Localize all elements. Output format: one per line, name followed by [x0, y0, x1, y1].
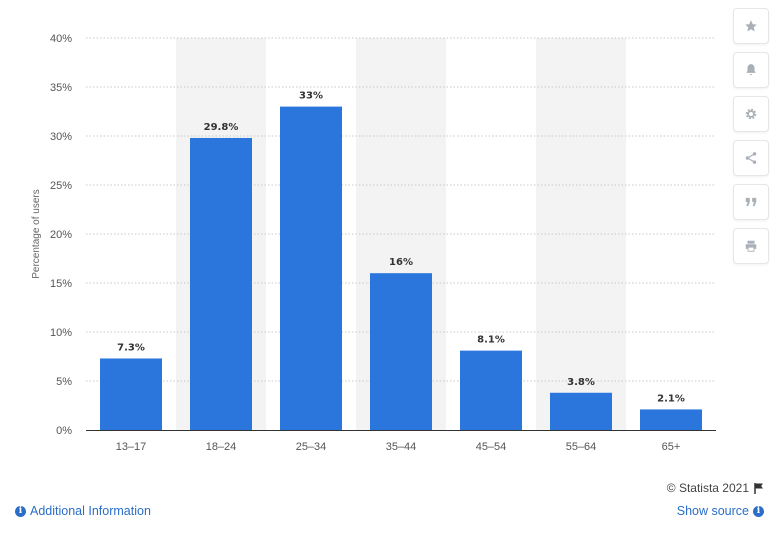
y-tick-label: 0%: [56, 425, 72, 437]
bar[interactable]: [460, 350, 522, 430]
info-icon: i: [15, 505, 26, 517]
print-button[interactable]: [733, 228, 769, 264]
x-tick-label: 18–24: [206, 441, 237, 453]
favorite-button[interactable]: [733, 8, 769, 44]
chart-toolbar: [733, 8, 769, 272]
bar[interactable]: [370, 273, 432, 430]
data-label: 3.8%: [567, 377, 595, 388]
x-tick-label: 45–54: [476, 441, 507, 453]
notification-button[interactable]: [733, 52, 769, 88]
settings-button[interactable]: [733, 96, 769, 132]
x-tick-label: 55–64: [566, 441, 597, 453]
x-axis-ticks: 13–17 18–24 25–34 35–44 45–54 55–64 65+: [116, 441, 681, 453]
bar[interactable]: [100, 358, 162, 430]
bar[interactable]: [550, 392, 612, 430]
x-tick-label: 35–44: [386, 441, 417, 453]
bars: [100, 106, 702, 430]
share-button[interactable]: [733, 140, 769, 176]
additional-information-label: Additional Information: [30, 504, 151, 518]
y-tick-label: 15%: [50, 278, 72, 290]
y-tick-label: 35%: [50, 82, 72, 94]
show-source-label: Show source: [676, 504, 749, 518]
x-tick-label: 25–34: [296, 441, 327, 453]
info-icon: i: [753, 505, 764, 517]
data-label: 7.3%: [117, 342, 145, 353]
y-tick-label: 25%: [50, 180, 72, 192]
data-label: 16%: [389, 257, 413, 268]
data-label: 8.1%: [477, 335, 505, 346]
star-icon: [745, 20, 757, 32]
additional-information-link[interactable]: i Additional Information: [15, 504, 151, 518]
bar[interactable]: [280, 106, 342, 430]
y-tick-label: 30%: [50, 131, 72, 143]
print-icon: [745, 240, 757, 252]
gear-icon: [745, 108, 757, 120]
y-tick-label: 20%: [50, 229, 72, 241]
data-label: 33%: [299, 91, 323, 102]
flag-icon: [754, 482, 763, 494]
data-label: 29.8%: [204, 122, 239, 133]
y-tick-label: 5%: [56, 376, 72, 388]
bar-chart: 0% 5% 10% 15% 20% 25% 30% 35% 40% 7.3% 29.8% 33% 16…: [31, 33, 716, 453]
y-tick-label: 40%: [50, 33, 72, 45]
bar[interactable]: [190, 137, 252, 430]
show-source-link[interactable]: Show source i: [677, 504, 764, 518]
bell-icon: [746, 64, 756, 76]
data-labels: 7.3% 29.8% 33% 16% 8.1% 3.8% 2.1%: [117, 91, 685, 405]
x-tick-label: 13–17: [116, 441, 147, 453]
statista-credit[interactable]: © Statista 2021: [667, 481, 764, 495]
bar[interactable]: [640, 409, 702, 430]
credit-text: © Statista 2021: [666, 481, 749, 495]
quote-icon: [745, 197, 757, 207]
x-tick-label: 65+: [662, 441, 681, 453]
cite-button[interactable]: [733, 184, 769, 220]
y-tick-label: 10%: [50, 327, 72, 339]
data-label: 2.1%: [657, 393, 685, 404]
share-icon: [745, 152, 757, 164]
y-axis-ticks: 0% 5% 10% 15% 20% 25% 30% 35% 40%: [50, 33, 72, 437]
y-axis-title: Percentage of users: [31, 189, 42, 279]
